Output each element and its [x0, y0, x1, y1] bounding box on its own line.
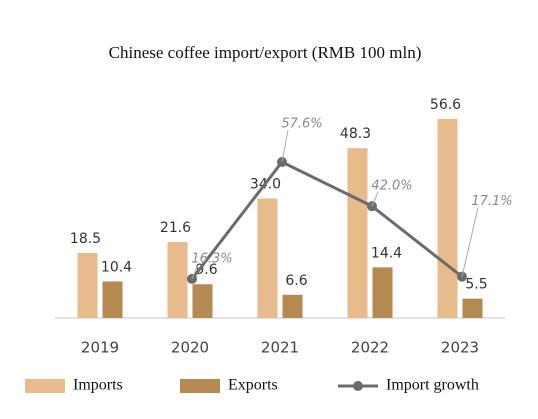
bar-label: 21.6	[160, 220, 191, 236]
leader-line	[191, 264, 199, 280]
bar	[282, 294, 303, 318]
leader-line	[371, 191, 379, 207]
x-tick-label: 2022	[351, 339, 389, 357]
bar	[257, 198, 278, 318]
legend-label: Imports	[73, 377, 123, 394]
legend-point	[353, 381, 363, 391]
legend-label: Exports	[228, 377, 278, 394]
bar	[102, 281, 123, 318]
growth-label: 42.0%	[371, 179, 412, 194]
x-tick-label: 2023	[441, 339, 479, 357]
legend-label: Import growth	[386, 377, 479, 394]
legend-swatch	[25, 379, 65, 393]
growth-label: 57.6%	[281, 117, 322, 132]
chart-title: Chinese coffee import/export (RMB 100 ml…	[109, 43, 422, 62]
growth-label: 17.1%	[471, 194, 512, 209]
line	[190, 160, 463, 280]
bar	[437, 118, 458, 319]
bar-label: 18.5	[70, 231, 101, 247]
bar-label: 56.6	[430, 97, 461, 113]
bar-label: 10.4	[101, 259, 132, 275]
legend-swatch	[180, 379, 220, 393]
leader-line	[281, 129, 289, 163]
bar	[192, 284, 213, 318]
x-tick-label: 2019	[81, 339, 119, 357]
bar	[77, 252, 98, 318]
bar	[347, 148, 368, 318]
growth-label: 16.3%	[191, 251, 232, 266]
bar	[167, 242, 188, 318]
bar-label: 6.6	[285, 273, 307, 289]
x-tick-label: 2021	[261, 339, 299, 357]
bar	[372, 267, 393, 318]
bar	[462, 298, 483, 318]
bar-label: 14.4	[371, 245, 402, 261]
bar-label: 48.3	[340, 126, 371, 142]
leader-line	[461, 207, 479, 277]
x-tick-label: 2020	[171, 339, 209, 357]
bar-label: 5.5	[465, 277, 487, 293]
